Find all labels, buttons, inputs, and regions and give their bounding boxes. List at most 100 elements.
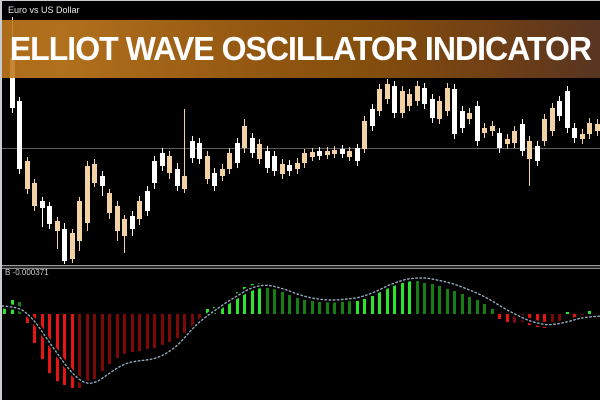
chart-title-bar: Euro vs US Dollar [4, 2, 600, 17]
candle-body [549, 108, 555, 131]
oscillator-bar [145, 314, 149, 349]
candle-body [264, 151, 270, 168]
candle-body [467, 113, 472, 119]
candle-body [279, 164, 285, 174]
candle-body [39, 201, 45, 208]
oscillator-bar [138, 314, 141, 351]
oscillator-bar [153, 314, 156, 348]
oscillator-bar [355, 301, 359, 314]
candle-body [234, 143, 240, 163]
candle-body [384, 84, 390, 99]
candle-body [272, 156, 277, 171]
oscillator-bar [310, 301, 314, 314]
oscillator-bar [378, 292, 381, 314]
oscillator-bar [438, 286, 441, 314]
candle-wick [56, 217, 58, 249]
candle-body [594, 124, 600, 131]
oscillator-bar [430, 284, 434, 314]
oscillator-bar [543, 314, 546, 328]
oscillator-bar [565, 312, 569, 314]
candle-wick [529, 136, 530, 186]
candle-body [542, 119, 547, 141]
oscillator-bar [25, 314, 29, 323]
candle-body [17, 101, 22, 169]
oscillator-bar [318, 302, 321, 314]
candle-body [474, 106, 480, 141]
oscillator-bar [393, 283, 396, 314]
candle-body [504, 139, 510, 144]
candle-body [294, 163, 300, 169]
candle-body [572, 128, 577, 138]
oscillator-bar [325, 301, 329, 314]
candle-body [114, 206, 120, 231]
candle-body [309, 152, 315, 157]
candle-body [84, 166, 90, 223]
oscillator-bar [175, 314, 179, 338]
candle-body [347, 151, 352, 157]
oscillator-bar [78, 314, 81, 388]
oscillator-bar [505, 314, 509, 322]
candle-body [77, 201, 82, 241]
oscillator-bar [40, 314, 44, 359]
promo-banner: ELLIOT WAVE OSCILLATOR INDICATOR [2, 20, 600, 78]
candle-body [137, 201, 142, 219]
oscillator-bar [3, 304, 6, 314]
candle-body [212, 173, 217, 186]
oscillator-bar [490, 309, 494, 314]
oscillator-bar [340, 299, 344, 314]
oscillator-bar [160, 314, 164, 345]
oscillator-bar [558, 314, 561, 322]
oscillator-bar [100, 314, 104, 371]
oscillator-bar [363, 299, 366, 314]
candle-body [587, 123, 592, 134]
candle-body [452, 89, 457, 134]
oscillator-bar [55, 314, 59, 381]
candle-body [47, 206, 52, 224]
oscillator-bar [250, 284, 254, 314]
oscillator-bar [288, 295, 291, 314]
oscillator-bar [333, 300, 336, 314]
candle-body [54, 221, 60, 231]
candle-body [92, 164, 97, 183]
candle-body [564, 91, 570, 128]
candle-body [174, 169, 180, 186]
candle-body [62, 229, 67, 261]
candle-body [227, 153, 232, 169]
oscillator-bar [423, 283, 426, 314]
oscillator-bar [445, 289, 449, 314]
oscillator-bar [295, 298, 299, 314]
candle-body [332, 150, 337, 154]
oscillator-bar [348, 300, 351, 314]
oscillator-bar [573, 314, 576, 320]
oscillator-bar [280, 292, 284, 314]
oscillator-bar [588, 311, 591, 314]
candle-body [69, 233, 75, 259]
symbol-title: Euro vs US Dollar [8, 5, 80, 15]
candle-body [557, 101, 562, 116]
oscillator-bar [483, 304, 486, 314]
oscillator-bar [550, 314, 554, 326]
oscillator-bar [183, 314, 186, 333]
candle-body [152, 161, 157, 183]
oscillator-bar [205, 309, 209, 314]
candle-body [159, 153, 165, 166]
candle-body [414, 86, 420, 101]
oscillator-bar [273, 288, 276, 314]
candle-body [512, 131, 517, 143]
candle-body [249, 138, 255, 153]
candle-body [182, 176, 187, 189]
candle-body [302, 153, 307, 163]
oscillator-label: B -0.000371 [5, 268, 49, 277]
candle-body [144, 191, 150, 211]
candle-body [527, 141, 532, 159]
candle-body [369, 109, 375, 126]
panel-separator[interactable] [2, 265, 600, 269]
oscillator-bar [513, 314, 516, 323]
price-level-line [2, 148, 600, 149]
candle-body [489, 126, 495, 131]
candle-body [287, 165, 292, 171]
oscillator-bar [460, 294, 464, 314]
oscillator-bar [265, 285, 269, 314]
